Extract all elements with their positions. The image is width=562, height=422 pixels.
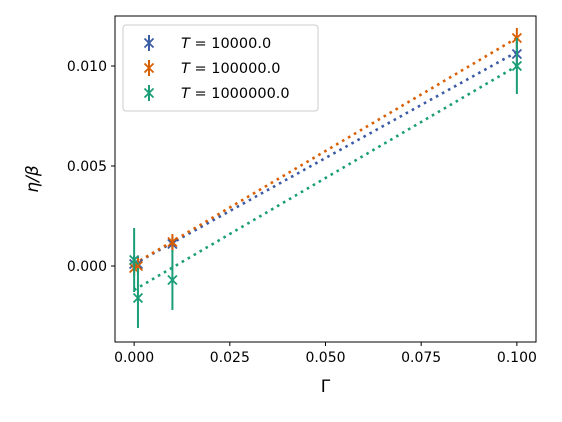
legend-marker xyxy=(143,62,155,74)
marker-stroke xyxy=(132,292,144,304)
legend-value: = 10000.0 xyxy=(190,36,271,52)
marker-stroke xyxy=(167,274,178,286)
y-axis-label: η/β xyxy=(23,165,43,193)
legend-item-1: T = 100000.0 xyxy=(143,60,280,77)
legend-variable: T xyxy=(181,61,191,77)
data-point-2-0 xyxy=(128,254,140,266)
x-axis-label: Γ xyxy=(321,377,331,397)
data-point-2-3 xyxy=(511,60,523,72)
legend-marker xyxy=(143,37,155,49)
legend-variable: T xyxy=(181,86,191,102)
legend: T = 10000.0T = 100000.0T = 1000000.0 xyxy=(122,24,319,112)
y-tick-label: 0.010 xyxy=(67,59,107,75)
legend-value: = 100000.0 xyxy=(190,61,281,77)
legend-item-0: T = 10000.0 xyxy=(143,35,271,52)
data-point-2-2 xyxy=(167,274,178,286)
marker-stroke xyxy=(511,60,523,72)
y-tick-label: 0.005 xyxy=(67,159,107,175)
legend-variable: T xyxy=(181,36,191,52)
x-tick-label: 0.050 xyxy=(305,350,345,366)
legend-item-2: T = 1000000.0 xyxy=(143,85,290,102)
legend-label-0: T = 10000.0 xyxy=(181,36,271,52)
legend-value: = 1000000.0 xyxy=(190,86,290,102)
x-tick-label: 0.075 xyxy=(401,350,441,366)
marker-stroke xyxy=(128,254,140,266)
data-point-2-1 xyxy=(132,292,144,304)
x-tick-label: 0.000 xyxy=(114,350,154,366)
x-tick-label: 0.100 xyxy=(497,350,537,366)
y-tick-label: 0.000 xyxy=(67,259,107,275)
fit-line-1 xyxy=(133,36,518,266)
legend-label-1: T = 100000.0 xyxy=(181,61,280,77)
legend-label-2: T = 1000000.0 xyxy=(181,86,290,102)
legend-marker xyxy=(143,87,155,99)
fit-line-2 xyxy=(133,64,518,292)
data-point-1-2 xyxy=(167,236,178,248)
x-tick-label: 0.025 xyxy=(210,350,250,366)
legend-box xyxy=(122,24,319,112)
marker-stroke xyxy=(167,236,178,248)
